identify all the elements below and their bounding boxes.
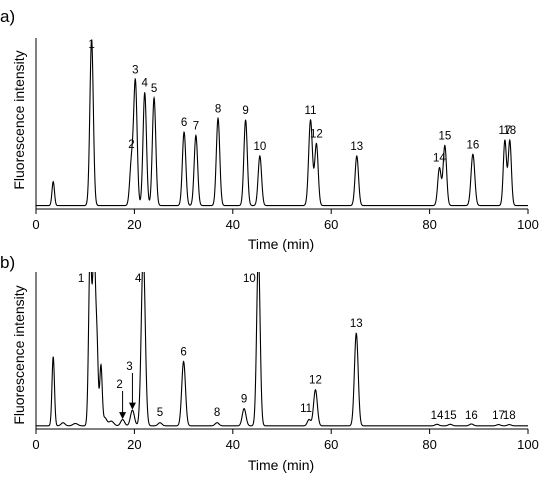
panel-a-peak-label-17: 17 [498, 125, 511, 137]
panel-a: a) Fluorescence intensity Time (min) 0 20… [0, 7, 539, 252]
panel-a-peak-label-12: 12 [310, 128, 323, 140]
panel-b-peak-label-16: 16 [465, 410, 478, 422]
panel-a-label: a) [0, 7, 15, 26]
panel-b-peak-label-9: 9 [241, 394, 247, 406]
panel-a-peak-label-4: 4 [142, 78, 149, 90]
panel-b-plot-area [36, 272, 528, 427]
panel-b-x-tick-label: 20 [127, 437, 141, 452]
panel-a-x-tick-label: 20 [127, 217, 141, 232]
panel-b-peak-label-2: 2 [116, 379, 122, 391]
panel-b-peak-label-4: 4 [135, 273, 142, 285]
panel-b-peak-label-6: 6 [180, 346, 186, 358]
panel-b-x-tick-label: 60 [324, 437, 338, 452]
panel-a-x-tick-label: 100 [517, 217, 539, 232]
panel-a-peak-label-8: 8 [215, 103, 221, 115]
panel-a-trace-line [36, 39, 528, 207]
panel-b-trace-line [36, 272, 528, 427]
panel-a-peak-label-1: 1 [88, 39, 94, 51]
panel-b-peak-label-10: 10 [243, 273, 256, 285]
panel-a-peak-label-13: 13 [350, 141, 363, 153]
panel-b-peak-label-1: 1 [78, 273, 84, 285]
panel-b-x-ticks: 0 20 40 60 80 100 [32, 429, 539, 452]
panel-a-x-tick-label: 80 [422, 217, 436, 232]
panel-a-peak-label-11: 11 [305, 105, 317, 117]
panel-a-peak-label-16: 16 [466, 139, 479, 151]
panel-a-x-tick-label: 0 [32, 217, 39, 232]
panel-a-peak-label-3: 3 [132, 64, 138, 76]
panel-b-peak-label-5: 5 [157, 407, 163, 419]
panel-b: b) Fluorescence intensity Time (min) 0 20… [0, 253, 539, 473]
panel-b-peak-label-11: 11 [300, 403, 312, 415]
panel-a-peak-label-6: 6 [181, 117, 187, 129]
panel-a-plot-area [36, 39, 528, 207]
panel-b-label: b) [0, 253, 15, 272]
panel-a-y-axis-title: Fluorescence intensity [11, 50, 27, 189]
panel-b-peak-label-12: 12 [309, 375, 322, 387]
panel-a-peak-label-5: 5 [151, 83, 157, 95]
panel-a-peak-label-18: 18 [503, 125, 516, 137]
panel-a-peak-label-14: 14 [433, 153, 446, 165]
panel-a-peak-label-9: 9 [242, 105, 248, 117]
panel-b-x-tick-label: 100 [517, 437, 539, 452]
panel-a-peak-label-2: 2 [128, 139, 134, 151]
panel-a-x-tick-label: 60 [324, 217, 338, 232]
panel-b-peak-label-17: 17 [492, 410, 505, 422]
panel-a-peak-label-7: 7 [193, 120, 199, 132]
panel-a-x-tick-label: 40 [226, 217, 240, 232]
panel-b-peak-label-18: 18 [503, 410, 516, 422]
panel-a-x-axis-title: Time (min) [248, 236, 314, 252]
panel-b-x-axis-title: Time (min) [248, 457, 314, 473]
panel-b-x-tick-label: 80 [422, 437, 436, 452]
panel-b-peak-label-3: 3 [126, 361, 132, 373]
panel-b-peak-label-14: 14 [431, 410, 444, 422]
panel-b-y-axis-title: Fluorescence intensity [11, 285, 27, 424]
panel-a-peak-label-15: 15 [438, 130, 451, 142]
panel-b-peak-label-15: 15 [444, 410, 457, 422]
panel-a-x-ticks: 0 20 40 60 80 100 [32, 209, 539, 232]
panel-b-peak-label-13: 13 [350, 318, 363, 330]
panel-b-x-tick-label: 40 [226, 437, 240, 452]
panel-a-peak-label-10: 10 [253, 141, 266, 153]
panel-b-x-tick-label: 0 [32, 437, 39, 452]
panel-b-peak-label-8: 8 [214, 407, 220, 419]
